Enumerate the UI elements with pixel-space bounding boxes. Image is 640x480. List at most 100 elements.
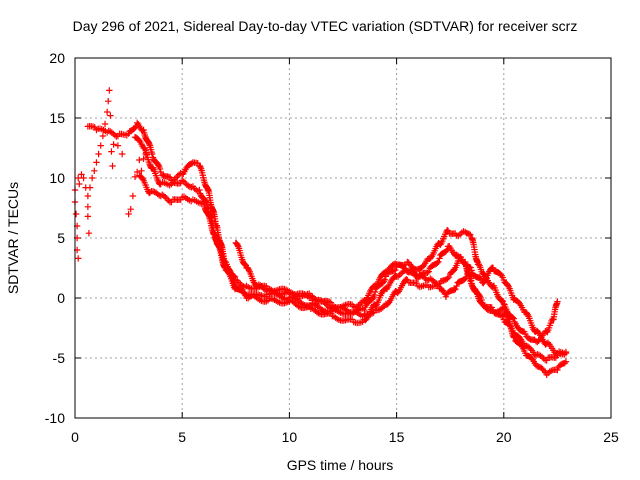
track-d-point [499,274,506,281]
early-cluster-point [75,174,82,182]
early-cluster-point [75,255,82,262]
early-cluster-point [138,167,145,174]
track-d-point [433,280,440,287]
track-c-point [379,304,387,311]
early-cluster-point [140,155,147,162]
track-b-point [516,334,524,342]
track-a-point [123,132,131,139]
early-cluster-point [84,192,92,200]
track-b-point [442,247,450,255]
track-d-point [234,242,241,249]
grid [75,58,611,418]
y-tick-label: -5 [53,350,66,366]
track-a-point [390,267,398,274]
track-d-point [258,283,266,290]
tick-labels: 0 5 10 15 20 25 -10 -5 0 5 10 15 20 [45,50,619,445]
early-cluster-point [88,174,96,182]
track-b-point [348,316,356,323]
early-cluster-point [97,142,104,149]
early-cluster-point [84,203,92,210]
track-d-point [444,275,451,282]
track-c-point [210,231,218,238]
track-c-point [452,285,459,293]
track-d-point [410,269,417,276]
track-a-point [138,126,145,133]
track-c-point [154,190,161,198]
y-tick-label: -10 [45,410,65,426]
track-a-point [113,133,120,140]
track-a-point [148,148,155,156]
track-c-point [510,334,518,341]
early-cluster-point [131,173,139,180]
track-a-point [392,266,399,274]
track-b-point [435,258,442,266]
x-tick-label: 0 [71,429,79,445]
x-tick-label: 5 [178,429,186,445]
track-a-point [175,171,183,178]
track-b-point [141,144,148,152]
track-c-point [368,310,376,317]
x-tick-label: 20 [496,429,512,445]
track-c-point [327,307,334,315]
track-d-point [305,290,313,297]
track-a-point [240,283,247,290]
track-a-point [369,295,376,302]
track-c-point [451,286,458,293]
track-c-point [539,365,546,373]
early-cluster-point [110,141,117,148]
y-tick-label: 15 [49,110,65,126]
early-cluster-point [101,120,109,128]
track-c-point [518,342,525,349]
track-a-point [553,300,561,307]
track-c-point [299,301,307,308]
track-b-point [185,182,192,190]
track-a-point [204,185,211,192]
track-b-point [497,312,505,319]
track-c-point [221,259,228,266]
early-cluster-point [107,112,114,119]
track-a-point [157,168,164,176]
early-cluster-point [129,192,137,200]
data-points [71,87,570,378]
track-c-point [240,289,247,296]
track-c-point [263,293,270,300]
track-a-point [499,298,507,305]
early-cluster-point [85,230,93,237]
track-d-point [244,265,252,272]
track-d-point [534,328,542,336]
y-tick-label: 5 [57,230,65,246]
track-c-point [442,293,450,300]
track-d-point [434,281,442,288]
early-cluster-point [78,171,85,178]
track-c-point [497,306,504,313]
x-axis-label: GPS time / hours [287,457,394,473]
early-cluster-point [91,167,98,174]
early-cluster-point [86,184,94,191]
track-d-point [477,275,484,282]
track-b-point [166,182,173,189]
track-c-point [453,282,460,290]
early-cluster-point [127,206,134,213]
track-c-point [359,313,366,320]
y-tick-label: 20 [49,50,65,66]
track-d-point [348,301,356,308]
track-c-point [477,299,485,306]
track-a-point [166,174,174,181]
track-d-point [327,299,334,306]
x-tick-label: 10 [282,429,298,445]
early-cluster-point [118,150,126,158]
early-cluster-point [133,168,141,176]
track-b-point [315,310,322,317]
track-d-point [468,267,475,274]
track-a-point [154,161,162,168]
track-a-point [111,131,119,139]
track-a-point [443,227,451,234]
early-cluster-point [136,156,143,164]
early-cluster-point [105,98,112,105]
track-d-point [445,273,453,281]
track-c-point [394,289,401,297]
early-cluster-point [125,210,132,218]
track-d-point [430,277,437,285]
y-axis-label: SDTVAR / TECUs [5,182,21,294]
early-cluster-point [106,87,113,94]
